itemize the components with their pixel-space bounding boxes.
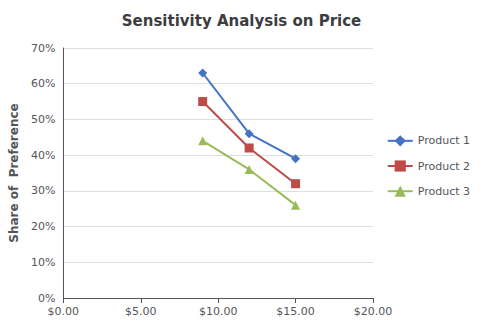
svg-text:0%: 0% — [38, 292, 55, 305]
svg-text:$10.00: $10.00 — [199, 305, 238, 318]
svg-text:60%: 60% — [31, 77, 55, 90]
svg-text:$20.00: $20.00 — [354, 305, 393, 318]
svg-text:$15.00: $15.00 — [276, 305, 315, 318]
svg-text:$5.00: $5.00 — [125, 305, 157, 318]
svg-text:40%: 40% — [31, 149, 55, 162]
svg-text:Product 3: Product 3 — [418, 185, 470, 198]
svg-text:50%: 50% — [31, 113, 55, 126]
svg-text:Sensitivity Analysis on Price: Sensitivity Analysis on Price — [122, 12, 361, 30]
svg-text:Share of Preference: Share of Preference — [7, 103, 21, 242]
svg-text:Product 2: Product 2 — [418, 160, 470, 173]
svg-text:Product 1: Product 1 — [418, 134, 470, 147]
svg-text:30%: 30% — [31, 184, 55, 197]
svg-text:70%: 70% — [31, 42, 55, 55]
svg-text:$0.00: $0.00 — [48, 305, 79, 318]
svg-text:10%: 10% — [31, 256, 55, 269]
svg-text:20%: 20% — [31, 220, 55, 233]
